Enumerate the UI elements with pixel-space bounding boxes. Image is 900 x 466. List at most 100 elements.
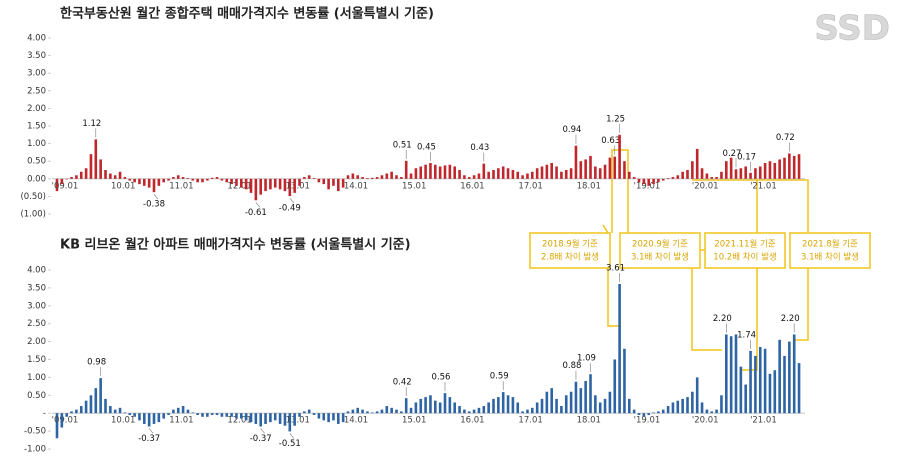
bar <box>661 409 665 414</box>
bar <box>283 178 287 192</box>
bar <box>555 398 558 414</box>
bar <box>293 178 296 193</box>
bar <box>720 171 723 179</box>
bar <box>366 178 369 179</box>
value-label: 0.17 <box>737 152 756 162</box>
bar <box>487 171 490 179</box>
bar <box>695 377 699 414</box>
bar <box>623 348 626 414</box>
value-label: 1.12 <box>82 119 101 129</box>
bar <box>89 395 93 414</box>
value-label: -0.51 <box>279 439 301 449</box>
bar <box>84 168 88 179</box>
bar <box>545 164 549 179</box>
bar <box>637 413 641 415</box>
bar <box>725 161 728 179</box>
bar <box>613 156 617 179</box>
y-tick-label: 1.00 <box>27 139 46 149</box>
value-label: 0.88 <box>562 361 581 371</box>
label-leader <box>153 193 159 200</box>
callout-text: 10.2배 차이 발생 <box>713 252 776 263</box>
x-tick-label: '20.01 <box>692 181 719 191</box>
bar <box>278 413 282 424</box>
bar <box>264 178 267 192</box>
bar <box>458 170 461 179</box>
bar <box>797 154 801 179</box>
bar <box>613 359 617 414</box>
callout-text: 3.1배 차이 발생 <box>801 252 859 263</box>
bar <box>288 178 292 197</box>
chart-title: 한국부동산원 월간 종합주택 매매가격지수 변동률 (서울특별시 기준) <box>60 6 434 22</box>
bar <box>594 166 597 179</box>
label-leader <box>289 433 295 439</box>
bar <box>429 395 432 414</box>
value-label: 1.09 <box>577 354 596 364</box>
bar <box>652 412 655 414</box>
bar <box>60 178 64 185</box>
bar <box>448 164 452 179</box>
bar <box>526 409 529 414</box>
label-leader <box>289 197 295 204</box>
callout-box <box>789 232 871 269</box>
bar <box>438 402 442 414</box>
bar <box>172 409 175 414</box>
bar <box>467 411 471 414</box>
bar <box>744 166 747 179</box>
bar <box>240 178 243 188</box>
bar <box>686 397 689 414</box>
bar <box>632 177 636 179</box>
bar <box>172 177 175 179</box>
x-tick-label: '21.01 <box>750 416 777 426</box>
bar <box>463 409 466 414</box>
value-label: -0.37 <box>138 434 160 444</box>
bar <box>409 173 413 179</box>
bar <box>560 171 563 179</box>
bar <box>220 413 224 417</box>
bar <box>75 409 78 414</box>
bar <box>792 334 796 414</box>
bar <box>55 413 59 439</box>
bar <box>482 163 486 179</box>
bar <box>152 178 156 193</box>
bar <box>681 398 684 414</box>
x-tick-label: 17.01 <box>518 416 542 426</box>
bar <box>725 334 728 414</box>
value-label: 0.45 <box>417 142 436 152</box>
bar <box>608 391 612 414</box>
bar <box>89 154 93 179</box>
bar <box>375 177 379 179</box>
x-tick-label: 15.01 <box>402 181 426 191</box>
bar <box>176 175 180 179</box>
bar <box>526 173 529 179</box>
bar <box>729 336 733 414</box>
callout-text: 2021.11월 기준 <box>714 239 775 250</box>
bar <box>608 157 612 179</box>
value-label: 1.74 <box>737 330 756 340</box>
bar <box>244 178 248 190</box>
y-tick-label: 0.50 <box>27 157 46 167</box>
bar <box>535 168 539 179</box>
bar <box>99 159 102 179</box>
bar <box>443 393 447 414</box>
bar <box>700 168 704 179</box>
bar <box>181 177 185 179</box>
bar <box>273 178 277 188</box>
bar <box>162 178 165 183</box>
x-tick-label: 11.01 <box>169 416 193 426</box>
x-tick-label: 10.01 <box>111 181 135 191</box>
bar <box>768 161 772 179</box>
callout-box <box>529 232 611 269</box>
y-tick-label: 2.50 <box>27 319 46 329</box>
bar <box>768 373 772 414</box>
bar <box>482 406 486 414</box>
bar <box>370 177 374 179</box>
bar <box>361 409 364 414</box>
bar <box>550 388 553 414</box>
bar <box>434 400 437 414</box>
bar <box>710 177 714 179</box>
bar <box>181 406 185 414</box>
bar <box>75 175 78 179</box>
value-label: -0.49 <box>279 204 301 214</box>
bar <box>773 162 777 179</box>
